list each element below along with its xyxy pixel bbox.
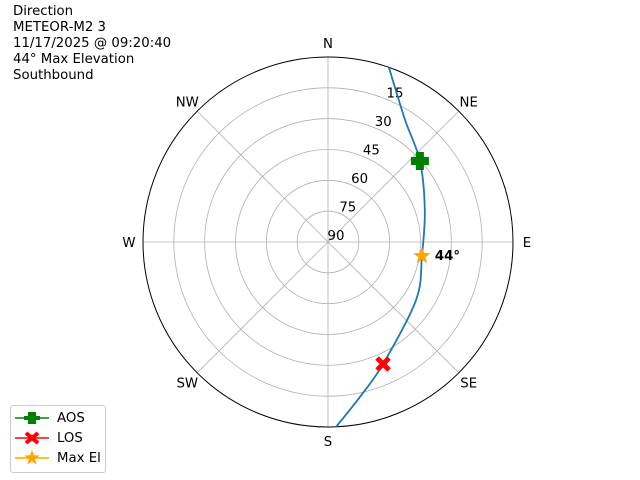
los-marker (375, 356, 391, 372)
legend-item-max-el: Max El (15, 448, 101, 468)
aos-marker (410, 151, 429, 170)
title-direction: Southbound (13, 68, 94, 83)
star-marker-icon (15, 450, 49, 465)
plus-marker-icon (15, 412, 49, 424)
legend-label: LOS (57, 430, 83, 446)
direction-label: N (323, 37, 333, 52)
max-el-marker (413, 247, 431, 264)
max-el-annotation: 44° (435, 249, 460, 264)
radial-tick-label: 60 (351, 172, 368, 187)
radial-tick-label: 15 (387, 87, 404, 102)
legend-item-los: LOS (15, 428, 83, 448)
chart-title: Direction METEOR-M2 3 11/17/2025 @ 09:20… (13, 4, 171, 84)
direction-label: W (122, 236, 135, 251)
radial-tick-label: 45 (363, 144, 380, 159)
legend-item-aos: AOS (15, 408, 85, 428)
grid-spoke (327, 110, 460, 243)
direction-label: NW (176, 95, 199, 110)
legend: AOS LOS Max El (10, 405, 106, 473)
direction-label: NE (460, 95, 478, 110)
title-line: Direction (13, 4, 74, 19)
title-max-elevation: 44° Max Elevation (13, 52, 135, 67)
legend-label: AOS (57, 410, 85, 426)
radial-tick-label: 90 (328, 229, 345, 244)
direction-label: E (523, 236, 531, 251)
legend-label: Max El (57, 450, 101, 466)
title-satellite: METEOR-M2 3 (13, 20, 106, 35)
grid-spoke (196, 110, 329, 243)
x-marker-icon (15, 431, 49, 445)
radial-tick-label: 30 (375, 115, 392, 130)
direction-label: SE (460, 377, 477, 392)
direction-label: S (324, 435, 332, 450)
grid-spoke (327, 241, 460, 374)
polar-frame (142, 56, 514, 428)
title-datetime: 11/17/2025 @ 09:20:40 (13, 36, 172, 51)
direction-label: SW (176, 377, 198, 392)
radial-tick-label: 75 (339, 201, 356, 216)
grid-spoke (196, 241, 329, 374)
